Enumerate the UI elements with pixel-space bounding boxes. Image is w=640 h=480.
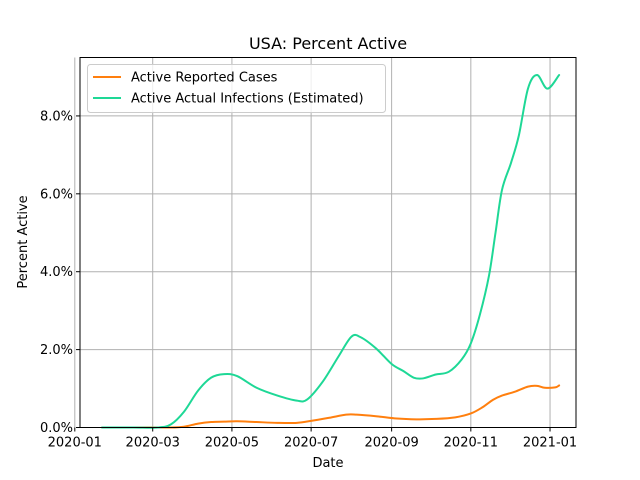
series-line-reported-cases [101,384,561,429]
chart-title: USA: Percent Active [249,34,407,53]
x-tick-label: 2020-07 [284,436,338,451]
x-axis-ticks: 2020-01 2020-03 2020-05 2020-07 2020-09 2020-… [48,427,577,451]
legend-label-estimated: Active Actual Infections (Estimated) [131,92,364,107]
y-tick-label: 4.0% [40,265,73,280]
y-tick-label: 8.0% [40,109,73,124]
series-line-estimated-infections [101,74,561,429]
x-axis-label: Date [312,456,343,471]
x-tick-label: 2021-01 [523,436,577,451]
legend: Active Reported Cases Active Actual Infe… [87,64,386,113]
y-tick-label: 6.0% [40,187,73,202]
y-axis-label: Percent Active [16,195,31,288]
grid-lines [74,57,576,428]
x-tick-label: 2020-05 [205,436,259,451]
legend-label-reported: Active Reported Cases [131,71,278,86]
x-tick-label: 2020-11 [444,436,498,451]
x-tick-label: 2020-01 [48,436,102,451]
y-tick-label: 2.0% [40,343,73,358]
plot-frame [79,57,577,428]
y-tick-label: 0.0% [40,421,73,436]
y-axis-ticks: 0.0% 2.0% 4.0% 6.0% 8.0% [40,109,80,436]
series-lines [101,74,561,429]
legend-box [87,64,386,113]
x-tick-label: 2020-03 [126,436,180,451]
x-tick-label: 2020-09 [364,436,418,451]
